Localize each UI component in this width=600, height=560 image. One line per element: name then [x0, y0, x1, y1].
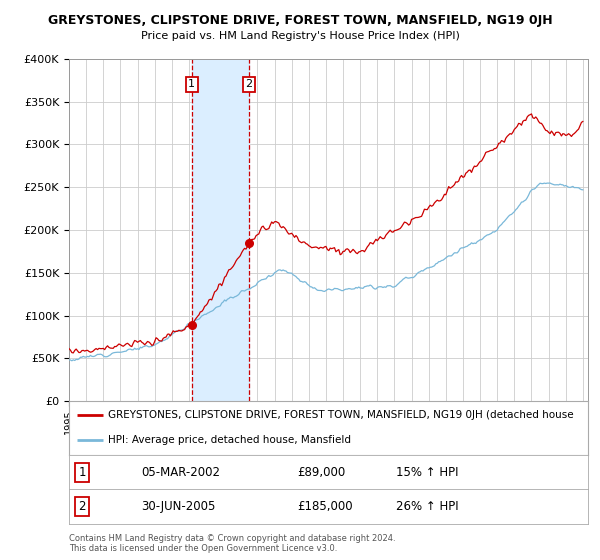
Text: Contains HM Land Registry data © Crown copyright and database right 2024.
This d: Contains HM Land Registry data © Crown c… [69, 534, 395, 553]
Text: 2: 2 [78, 500, 86, 513]
Text: 26% ↑ HPI: 26% ↑ HPI [396, 500, 458, 513]
Text: Price paid vs. HM Land Registry's House Price Index (HPI): Price paid vs. HM Land Registry's House … [140, 31, 460, 41]
Text: GREYSTONES, CLIPSTONE DRIVE, FOREST TOWN, MANSFIELD, NG19 0JH: GREYSTONES, CLIPSTONE DRIVE, FOREST TOWN… [47, 14, 553, 27]
Text: 1: 1 [188, 80, 196, 90]
Text: 30-JUN-2005: 30-JUN-2005 [142, 500, 216, 513]
Text: GREYSTONES, CLIPSTONE DRIVE, FOREST TOWN, MANSFIELD, NG19 0JH (detached house: GREYSTONES, CLIPSTONE DRIVE, FOREST TOWN… [108, 410, 574, 420]
Text: 1: 1 [78, 466, 86, 479]
Text: 15% ↑ HPI: 15% ↑ HPI [396, 466, 458, 479]
Text: £89,000: £89,000 [298, 466, 346, 479]
Text: £185,000: £185,000 [298, 500, 353, 513]
Text: 05-MAR-2002: 05-MAR-2002 [142, 466, 221, 479]
Text: 2: 2 [245, 80, 253, 90]
Bar [192, 59, 249, 402]
Text: HPI: Average price, detached house, Mansfield: HPI: Average price, detached house, Mans… [108, 435, 351, 445]
